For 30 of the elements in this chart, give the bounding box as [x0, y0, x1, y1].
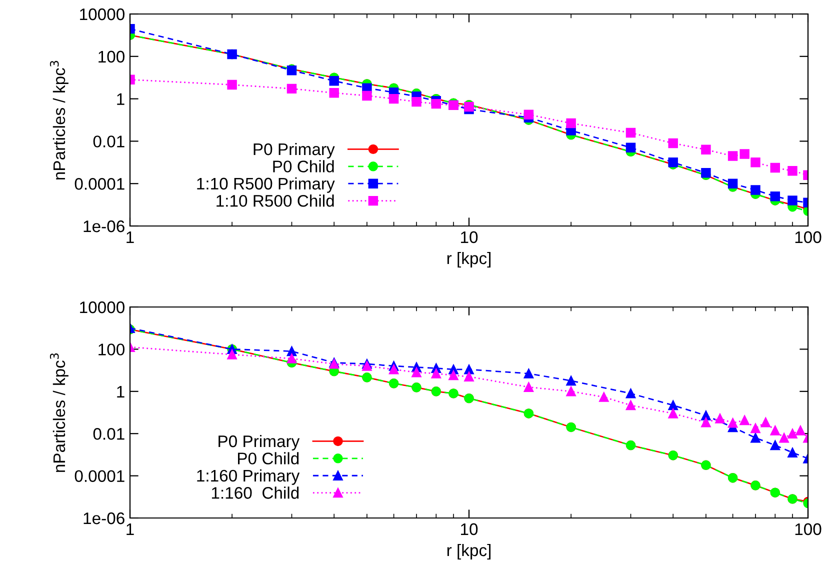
y-tick-label: 0.01 [93, 428, 124, 440]
y-tick-label: 0.01 [93, 136, 124, 148]
y-tick-label: 1 [117, 386, 124, 398]
x-tick-label: 10 [461, 523, 478, 536]
y-tick-label: 1 [117, 93, 124, 105]
legend-label: P0 Child [273, 160, 334, 172]
y-tick-label: 100 [98, 50, 124, 63]
x-axis-title: r [kpc] [447, 544, 490, 560]
y-axis-title: nParticles / kpc$^{3}$ [50, 60, 68, 180]
x-tick-label: 1 [126, 231, 134, 243]
legend-label: P0 Primary [254, 142, 335, 158]
x-tick-label: 10 [461, 231, 478, 244]
x-tick-label: 100 [795, 523, 822, 536]
x-axis-title: r [kpc] [447, 252, 490, 268]
legend-label: P0 Child [238, 452, 299, 464]
x-tick-label: 1 [126, 523, 134, 535]
y-tick-label: 1e-06 [84, 220, 124, 232]
y-tick-label: 100 [98, 344, 124, 356]
y-tick-label: 1e-06 [84, 512, 124, 524]
legend-label: 1:160 Child [212, 486, 299, 499]
legend-label: 1:10 R500 Child [216, 194, 334, 207]
x-tick-label: 100 [795, 231, 822, 244]
legend-label: P0 Primary [218, 434, 300, 451]
y-tick-label: 10000 [80, 8, 124, 20]
legend-label: 1:10 R500 Primary [197, 177, 335, 193]
y-axis-title: nParticles / kpc$^{3}$ [50, 353, 68, 472]
y-tick-label: 10000 [80, 301, 124, 314]
y-tick-label: 0.0001 [74, 470, 124, 482]
y-tick-label: 0.0001 [74, 178, 124, 190]
legend-label: 1:160 Primary [197, 469, 300, 485]
